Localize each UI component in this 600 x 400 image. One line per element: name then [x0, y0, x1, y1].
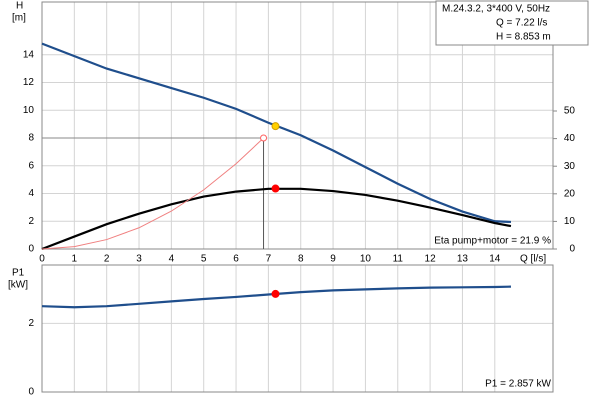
x-tick-label: 12 — [425, 254, 437, 265]
operating-point — [271, 289, 280, 298]
x-tick-label: 3 — [136, 254, 142, 265]
x-tick-label: 5 — [201, 254, 207, 265]
y-tick-label: 12 — [23, 77, 35, 88]
x-tick-label: 10 — [360, 254, 372, 265]
curve — [41, 285, 511, 309]
x-tick-label: 8 — [298, 254, 304, 265]
curve — [41, 187, 512, 251]
curve — [41, 42, 512, 224]
y-tick-label: 8 — [28, 133, 34, 144]
annotation: Eta pump+motor = 21.9 % — [434, 236, 551, 247]
x-tick-label: 6 — [233, 254, 239, 265]
annotation: P1 = 2.857 kW — [485, 379, 551, 390]
x-tick-label: 0 — [39, 254, 45, 265]
y-tick-label: 6 — [28, 160, 34, 171]
y2-tick-label: 0 — [569, 244, 575, 255]
info-text: Q = 7.22 l/s — [496, 18, 547, 29]
operating-point — [271, 184, 280, 193]
x-tick-label: 4 — [169, 254, 175, 265]
y-tick-label: 2 — [28, 216, 34, 227]
y2-tick-label: 20 — [564, 188, 576, 199]
y-tick-label: 0 — [28, 387, 34, 398]
x-tick-label: 11 — [393, 254, 404, 265]
y-tick-label: 0 — [28, 244, 34, 255]
y-tick-label: 2 — [28, 318, 34, 329]
y-label: P1 — [12, 268, 25, 279]
x-tick-label: 9 — [330, 254, 336, 265]
y-unit: [kW] — [8, 280, 28, 291]
x-tick-label: 14 — [489, 254, 501, 265]
y-label: H — [16, 1, 23, 12]
x-tick-label: 7 — [266, 254, 272, 265]
info-text: H = 8.853 m — [496, 32, 551, 43]
y2-tick-label: 30 — [564, 161, 576, 172]
operating-point — [260, 134, 268, 142]
y2-tick-label: 50 — [564, 106, 576, 117]
x-label: Q [l/s] — [520, 254, 546, 265]
x-tick-label: 1 — [72, 254, 78, 265]
y2-tick-label: 40 — [564, 133, 576, 144]
y-tick-label: 14 — [23, 49, 35, 60]
y-tick-label: 4 — [28, 188, 34, 199]
plot-frame — [41, 264, 554, 393]
y-tick-label: 10 — [23, 105, 35, 116]
operating-point — [271, 122, 280, 131]
x-tick-label: 13 — [457, 254, 469, 265]
info-box — [435, 0, 589, 46]
x-tick-label: 2 — [104, 254, 110, 265]
y2-tick-label: 10 — [564, 216, 576, 227]
info-text: M.24.3.2, 3*400 V, 50Hz — [442, 4, 550, 15]
plot-frame — [41, 1, 554, 250]
y-unit: [m] — [12, 13, 26, 24]
curve — [41, 137, 264, 250]
